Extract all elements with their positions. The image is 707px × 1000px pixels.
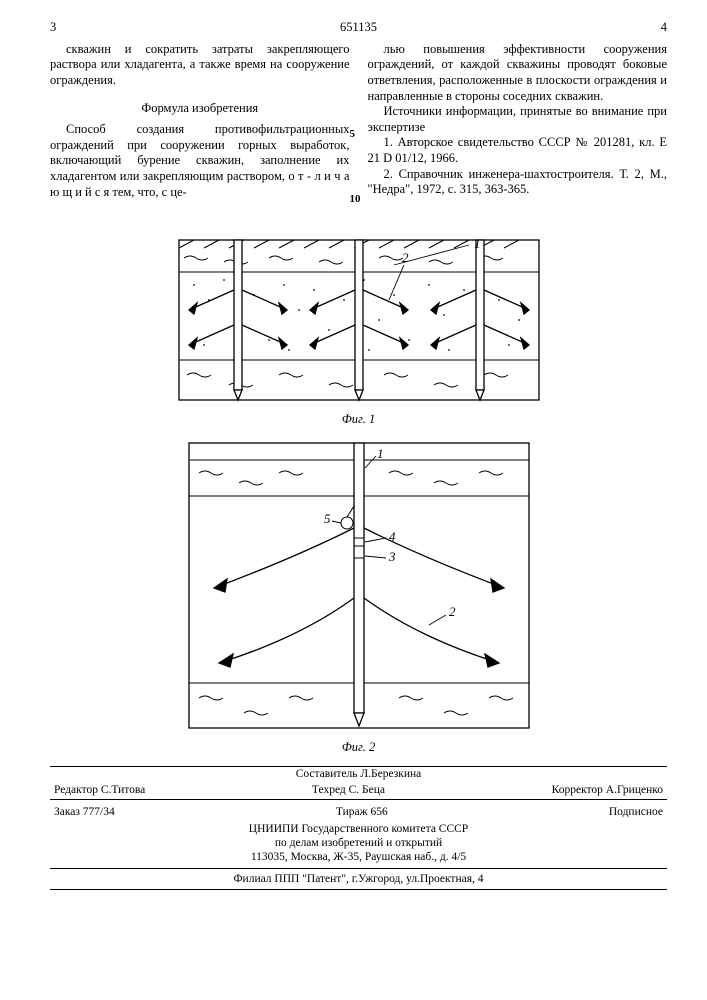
fig1-callout-2: 2: [402, 250, 409, 265]
fig2-callout-4: 4: [389, 529, 396, 544]
page-header: 3 651135 4: [50, 20, 667, 36]
figure-2: 1 4 3 5 2: [179, 438, 539, 738]
footer-org1: ЦНИИПИ Государственного комитета СССР: [50, 822, 667, 836]
footer-order: Заказ 777/34: [54, 805, 115, 819]
footer-compiler: Составитель Л.Березкина: [50, 767, 667, 781]
left-column: скважин и сократить затраты закрепляющег…: [50, 42, 350, 201]
right-p4: 2. Справочник инженера-шахтостроителя. Т…: [368, 167, 668, 198]
right-column: лью повышения эффективности сооружения о…: [368, 42, 668, 201]
footer-row-1: Редактор С.Титова Техред С. Беца Коррект…: [50, 781, 667, 799]
figure-1: 1 2: [169, 210, 549, 410]
body-columns: 5 10 скважин и сократить затраты закрепл…: [50, 42, 667, 201]
page-num-left: 3: [50, 20, 56, 36]
page-num-right: 4: [661, 20, 667, 36]
footer-block: Заказ 777/34 Тираж 656 Подписное ЦНИИПИ …: [50, 799, 667, 869]
figure-1-label: Фиг. 1: [50, 412, 667, 428]
right-p1: лью повышения эффективности сооружения о…: [368, 42, 668, 105]
line-mark-5: 5: [350, 128, 356, 142]
right-p2: Источники информации, принятые во вниман…: [368, 104, 668, 135]
fig2-callout-3: 3: [388, 549, 396, 564]
footer-corrector: Корректор А.Гриценко: [552, 783, 663, 797]
formula-title: Формула изобретения: [50, 101, 350, 117]
right-p3: 1. Авторское свидетельство СССР № 201281…: [368, 135, 668, 166]
fig2-callout-1: 1: [377, 446, 384, 461]
footer: Составитель Л.Березкина Редактор С.Титов…: [50, 766, 667, 891]
footer-addr: 113035, Москва, Ж-35, Раушская наб., д. …: [50, 850, 667, 864]
footer-tirage: Тираж 656: [336, 805, 388, 819]
footer-sign: Подписное: [609, 805, 663, 819]
footer-org2: по делам изобретений и открытий: [50, 836, 667, 850]
left-p2: Способ создания противофильтрационных ог…: [50, 122, 350, 200]
footer-branch: Филиал ППП "Патент", г.Ужгород, ул.Проек…: [50, 869, 667, 890]
footer-techred: Техред С. Беца: [312, 783, 385, 797]
doc-number: 651135: [340, 20, 377, 36]
fig1-callout-1: 1: [474, 236, 481, 251]
left-p1: скважин и сократить затраты закрепляющег…: [50, 42, 350, 89]
figure-2-label: Фиг. 2: [50, 740, 667, 756]
footer-editor: Редактор С.Титова: [54, 783, 145, 797]
fig2-callout-2: 2: [449, 604, 456, 619]
line-mark-10: 10: [350, 193, 361, 207]
fig2-callout-5: 5: [324, 511, 331, 526]
figures-block: 1 2 Фиг. 1: [50, 210, 667, 755]
